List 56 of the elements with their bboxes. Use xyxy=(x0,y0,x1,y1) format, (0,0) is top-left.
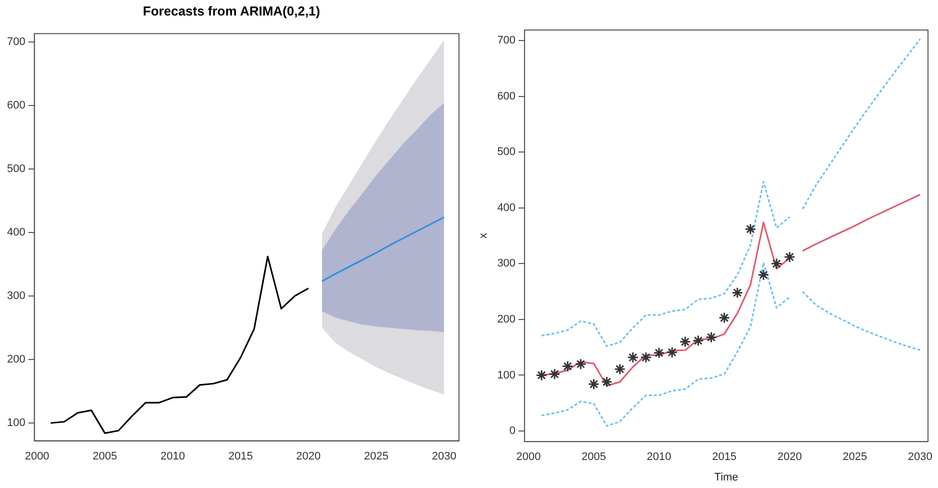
y-tick-label: 700 xyxy=(6,36,26,48)
x-tick-label: 2020 xyxy=(296,450,321,462)
point xyxy=(758,269,770,281)
y-tick-label: 200 xyxy=(497,313,516,326)
point xyxy=(666,346,678,358)
point xyxy=(770,258,782,270)
line-series xyxy=(540,180,790,348)
chart-title: Forecasts from ARIMA(0,2,1) xyxy=(142,3,320,18)
point xyxy=(744,223,756,235)
y-tick-label: 200 xyxy=(6,354,26,366)
y-tick-label: 500 xyxy=(497,146,516,158)
y-tick-label: 100 xyxy=(497,369,516,382)
point xyxy=(706,332,718,344)
y-tick-label: 300 xyxy=(6,290,26,302)
y-tick-label: 600 xyxy=(6,99,26,112)
x-tick-label: 2000 xyxy=(516,451,541,464)
x-tick-label: 2015 xyxy=(712,451,737,464)
y-tick-label: 400 xyxy=(6,226,26,238)
y-tick-label: 600 xyxy=(497,90,516,102)
x-tick-label: 2005 xyxy=(92,450,118,462)
line-series xyxy=(802,290,921,351)
x-tick-label: 2025 xyxy=(842,451,868,464)
point xyxy=(679,336,691,348)
y-tick-label: 300 xyxy=(497,258,516,270)
point xyxy=(692,334,704,346)
point xyxy=(718,312,730,324)
x-tick-label: 2030 xyxy=(908,451,932,464)
x-tick-label: 2015 xyxy=(228,450,253,462)
point xyxy=(562,360,574,372)
point xyxy=(627,352,639,364)
point xyxy=(574,358,586,370)
y-tick-label: 100 xyxy=(6,417,26,430)
point xyxy=(653,347,665,359)
y-tick-label: 400 xyxy=(497,202,516,214)
y-tick-label: 500 xyxy=(6,162,26,175)
point xyxy=(536,369,548,381)
point xyxy=(548,368,560,380)
y-tick-label: 0 xyxy=(509,425,516,438)
line-series xyxy=(802,38,921,210)
point xyxy=(784,251,796,263)
point xyxy=(640,352,652,364)
x-axis-title: Time xyxy=(714,471,738,484)
x-tick-label: 2005 xyxy=(582,451,606,464)
point xyxy=(601,376,613,388)
x-tick-label: 2020 xyxy=(777,451,802,464)
x-tick-label: 2025 xyxy=(364,450,388,462)
point xyxy=(614,363,626,375)
point xyxy=(732,286,744,298)
y-tick-label: 700 xyxy=(497,34,516,47)
y-axis-title: x xyxy=(478,232,490,239)
line-series xyxy=(540,262,790,427)
x-tick-label: 2000 xyxy=(24,450,50,462)
point xyxy=(588,378,600,390)
x-tick-label: 2010 xyxy=(646,451,672,464)
x-tick-label: 2030 xyxy=(432,450,456,462)
x-tick-label: 2010 xyxy=(160,450,185,462)
